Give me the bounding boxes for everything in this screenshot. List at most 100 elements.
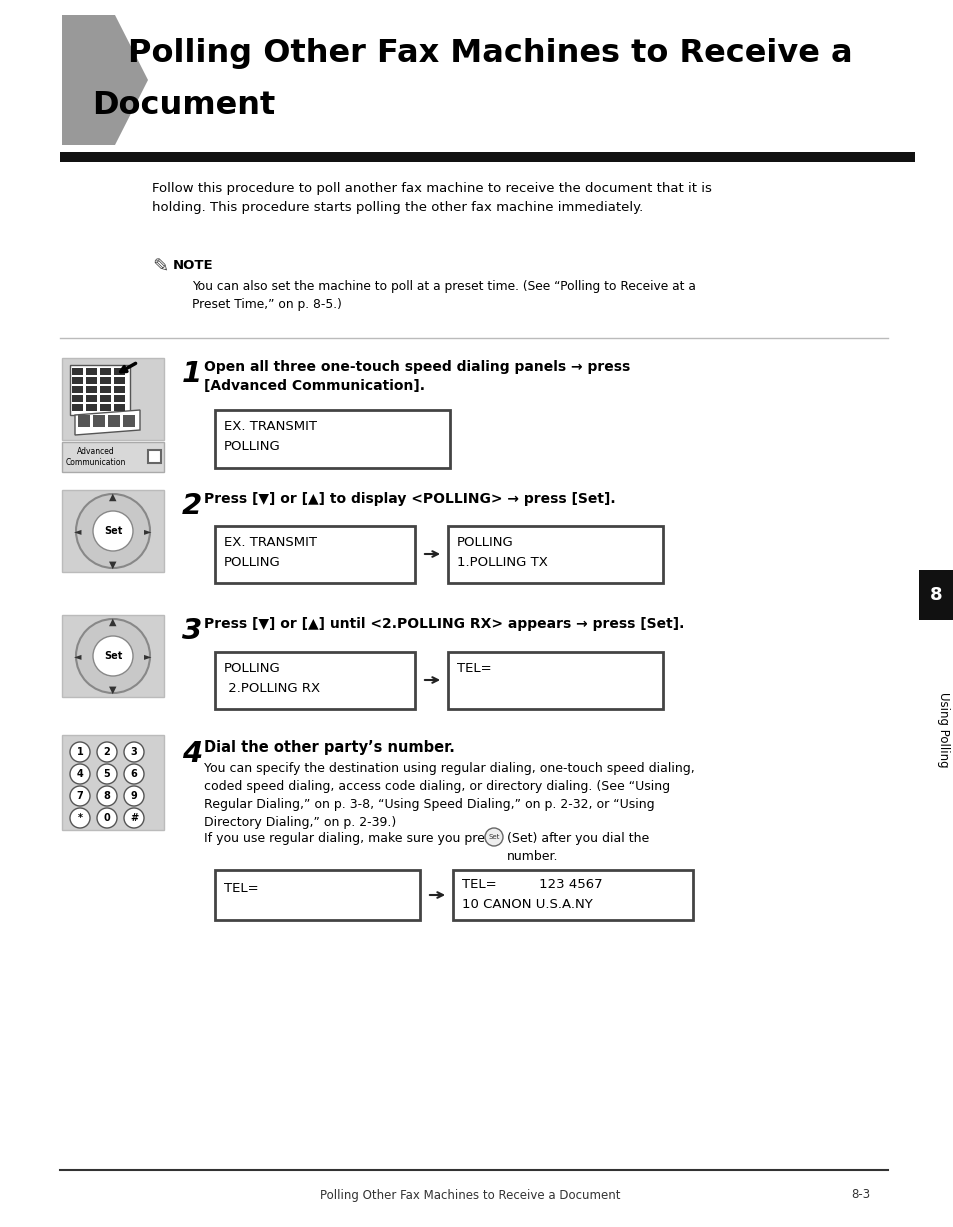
Text: Dial the other party’s number.: Dial the other party’s number. (204, 740, 455, 755)
Text: 8-3: 8-3 (850, 1189, 869, 1201)
Bar (918, 571, 953, 620)
Bar (62, 442, 164, 472)
Bar (214, 526, 415, 583)
Bar (113, 404, 125, 411)
Bar (71, 377, 83, 384)
Bar (71, 368, 83, 375)
Bar (62, 358, 164, 440)
Text: EX. TRANSMIT
POLLING: EX. TRANSMIT POLLING (224, 536, 316, 568)
Text: Press [▼] or [▲] until <2.POLLING RX> appears → press [Set].: Press [▼] or [▲] until <2.POLLING RX> ap… (204, 617, 683, 631)
Circle shape (97, 787, 117, 806)
Text: 1: 1 (76, 747, 83, 757)
Circle shape (76, 494, 150, 568)
Text: Polling Other Fax Machines to Receive a Document: Polling Other Fax Machines to Receive a … (319, 1189, 619, 1201)
Bar (148, 450, 161, 463)
Bar (86, 404, 97, 411)
Polygon shape (70, 364, 130, 415)
Bar (214, 410, 450, 467)
Text: If you use regular dialing, make sure you press: If you use regular dialing, make sure yo… (204, 832, 497, 845)
Bar (71, 387, 83, 393)
Text: NOTE: NOTE (172, 259, 213, 272)
Text: Document: Document (91, 90, 275, 121)
Text: You can also set the machine to poll at a preset time. (See “Polling to Receive : You can also set the machine to poll at … (192, 280, 695, 310)
Text: EX. TRANSMIT
POLLING: EX. TRANSMIT POLLING (224, 420, 316, 453)
Bar (100, 404, 111, 411)
Circle shape (484, 828, 502, 845)
Text: ▼: ▼ (110, 560, 116, 571)
Text: Using Polling: Using Polling (937, 692, 949, 768)
Bar (86, 395, 97, 402)
Circle shape (124, 742, 144, 762)
Bar (71, 404, 83, 411)
Text: 3: 3 (182, 617, 202, 645)
Text: POLLING
1.POLLING TX: POLLING 1.POLLING TX (456, 536, 547, 568)
Circle shape (124, 764, 144, 784)
Bar (78, 415, 90, 427)
Text: #: # (130, 814, 138, 823)
Text: ▲: ▲ (110, 617, 116, 627)
Circle shape (124, 787, 144, 806)
Bar (113, 377, 125, 384)
Circle shape (76, 618, 150, 693)
Circle shape (70, 764, 90, 784)
Text: Set: Set (488, 834, 499, 840)
Text: 4: 4 (76, 769, 83, 779)
Text: Press [▼] or [▲] to display <POLLING> → press [Set].: Press [▼] or [▲] to display <POLLING> → … (204, 492, 615, 506)
Bar (113, 387, 125, 393)
Text: TEL=: TEL= (456, 663, 491, 675)
Bar (71, 395, 83, 402)
Bar (214, 870, 419, 920)
Text: Open all three one-touch speed dialing panels → press
[Advanced Communication].: Open all three one-touch speed dialing p… (204, 360, 630, 394)
Circle shape (97, 809, 117, 828)
Text: 0: 0 (104, 814, 111, 823)
Circle shape (97, 742, 117, 762)
Text: 8: 8 (929, 587, 942, 604)
Circle shape (124, 809, 144, 828)
Text: 2: 2 (182, 492, 202, 520)
Polygon shape (75, 410, 140, 436)
Text: 9: 9 (131, 791, 137, 801)
Bar (62, 735, 164, 829)
Text: Polling Other Fax Machines to Receive a: Polling Other Fax Machines to Receive a (128, 38, 852, 69)
Text: ►: ► (144, 526, 152, 536)
Bar (113, 368, 125, 375)
Bar (100, 377, 111, 384)
Text: 2: 2 (104, 747, 111, 757)
Text: ▼: ▼ (110, 685, 116, 694)
Bar (100, 387, 111, 393)
Text: TEL=          123 4567
10 CANON U.S.A.NY: TEL= 123 4567 10 CANON U.S.A.NY (461, 879, 602, 910)
Circle shape (92, 636, 132, 676)
Bar (448, 652, 662, 709)
Bar (86, 377, 97, 384)
Bar (453, 870, 692, 920)
Circle shape (70, 787, 90, 806)
Text: (Set) after you dial the
number.: (Set) after you dial the number. (506, 832, 649, 863)
Bar (62, 490, 164, 572)
Bar (108, 415, 120, 427)
Bar (123, 415, 135, 427)
Text: Set: Set (104, 526, 122, 536)
Text: 7: 7 (76, 791, 83, 801)
Text: ►: ► (144, 652, 152, 661)
Text: ✎: ✎ (152, 258, 168, 277)
Bar (62, 615, 164, 697)
Text: 3: 3 (131, 747, 137, 757)
Bar (448, 526, 662, 583)
Text: You can specify the destination using regular dialing, one-touch speed dialing,
: You can specify the destination using re… (204, 762, 694, 829)
Text: 6: 6 (131, 769, 137, 779)
Text: POLLING
 2.POLLING RX: POLLING 2.POLLING RX (224, 663, 320, 694)
Text: *: * (77, 814, 82, 823)
Bar (60, 152, 914, 162)
Circle shape (92, 510, 132, 551)
Text: 5: 5 (104, 769, 111, 779)
Bar (113, 395, 125, 402)
Polygon shape (62, 15, 148, 145)
Bar (100, 395, 111, 402)
Bar (86, 368, 97, 375)
Bar (214, 652, 415, 709)
Text: Follow this procedure to poll another fax machine to receive the document that i: Follow this procedure to poll another fa… (152, 182, 711, 213)
Text: 1: 1 (182, 360, 202, 388)
Text: ◄: ◄ (74, 526, 82, 536)
Bar (86, 387, 97, 393)
Text: ▲: ▲ (110, 492, 116, 502)
